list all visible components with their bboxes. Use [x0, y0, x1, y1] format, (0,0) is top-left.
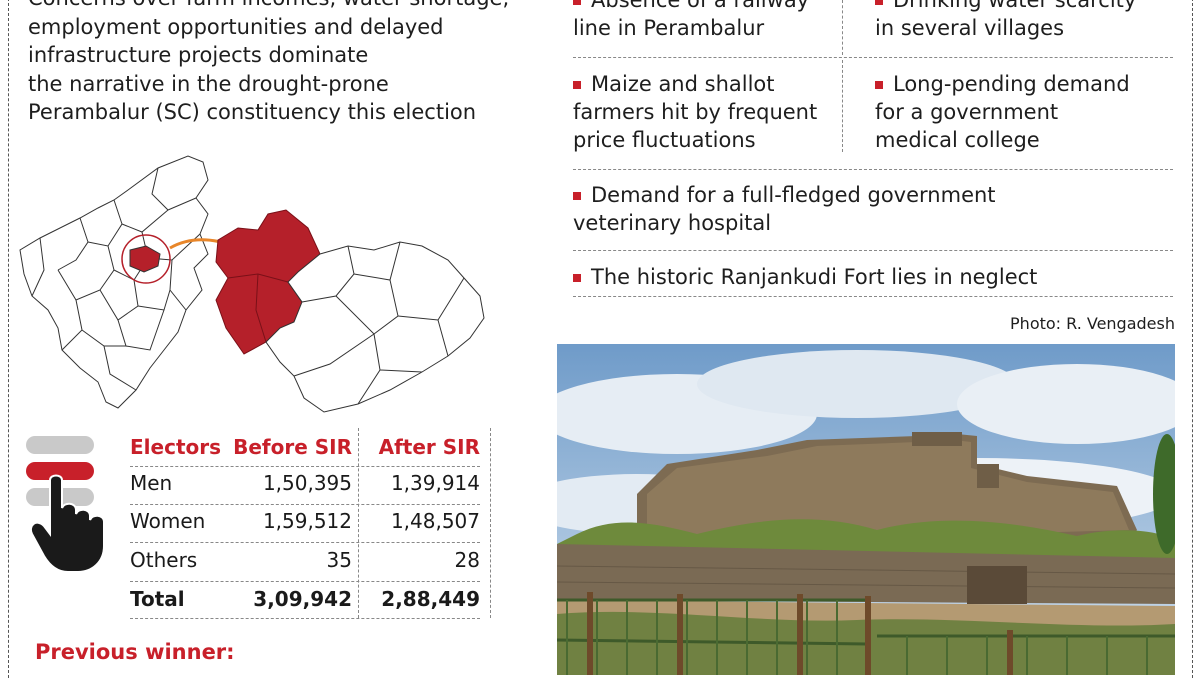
bullet-icon [875, 0, 883, 5]
issue-fort: The historic Ranjankudi Fort lies in neg… [573, 263, 1037, 291]
row-divider [130, 542, 480, 543]
table-row: Men 1,50,395 1,39,914 [130, 464, 480, 502]
row-divider [130, 466, 480, 467]
row-label: Men [130, 471, 173, 495]
row-label: Others [130, 548, 198, 572]
issue-line: for a government [875, 100, 1059, 124]
row-divider [130, 618, 480, 619]
right-border [1192, 0, 1193, 678]
divider [573, 296, 1173, 297]
issue-medical-college: Long-pending demand for a government medic… [875, 70, 1130, 154]
issue-line: Absence of a railway [573, 0, 809, 14]
header-before-sir: Before SIR [233, 435, 352, 459]
header-electors: Electors [130, 435, 222, 459]
ranjankudi-fort-photo [557, 344, 1175, 675]
issue-farmers: Maize and shallot farmers hit by frequent… [573, 70, 817, 154]
bullet-icon [875, 81, 883, 89]
divider [573, 57, 1173, 58]
row-label: Women [130, 509, 206, 533]
photo-credit: Photo: R. Vengadesh [1010, 314, 1175, 333]
issue-line: Long-pending demand [875, 70, 1130, 98]
issue-line: veterinary hospital [573, 211, 772, 235]
tamil-nadu-map [19, 155, 485, 413]
issue-line: medical college [875, 128, 1040, 152]
bullet-icon [573, 0, 581, 5]
issue-line: line in Perambalur [573, 16, 765, 40]
after-value: 2,88,449 [381, 587, 480, 611]
ballot-hand-icon [26, 436, 105, 573]
divider [573, 250, 1173, 251]
bullet-icon [573, 81, 581, 89]
neighbouring-districts [265, 241, 485, 413]
issue-water: Drinking water scarcity in several villag… [875, 0, 1136, 42]
after-value: 28 [454, 548, 480, 572]
left-border [8, 0, 9, 678]
issue-line: Maize and shallot [573, 70, 817, 98]
issue-line: price fluctuations [573, 128, 756, 152]
intro-line: the narrative in the drought-prone [28, 71, 389, 96]
before-value: 35 [326, 548, 352, 572]
before-value: 1,59,512 [262, 509, 352, 533]
bullet-icon [573, 192, 581, 200]
before-value: 1,50,395 [262, 471, 352, 495]
divider [842, 0, 843, 55]
bullet-icon [573, 274, 581, 282]
column-divider [358, 428, 359, 618]
intro-line: Concerns over farm incomes, water shorta… [28, 0, 509, 13]
issue-line: The historic Ranjankudi Fort lies in neg… [573, 263, 1037, 291]
intro-line: employment opportunities and delayed [28, 14, 444, 39]
intro-line: infrastructure projects dominate [28, 43, 369, 67]
row-label: Total [130, 587, 185, 611]
table-row: Others 35 28 [130, 541, 480, 579]
table-total-row: Total 3,09,942 2,88,449 [130, 580, 480, 618]
after-value: 1,48,507 [390, 509, 480, 533]
previous-winner-label: Previous winner: [35, 640, 235, 664]
location-circle [121, 234, 171, 284]
column-divider [490, 428, 491, 618]
table-row: Women 1,59,512 1,48,507 [130, 502, 480, 540]
issue-line: Drinking water scarcity [875, 0, 1136, 14]
perambalur-small-highlight [129, 245, 161, 273]
issue-line: farmers hit by frequent [573, 100, 818, 124]
row-divider [130, 581, 480, 582]
issue-line: Demand for a full-fledged government [573, 181, 996, 209]
issue-line: in several villages [875, 16, 1065, 40]
intro-line: Perambalur (SC) constituency this electi… [28, 100, 477, 124]
divider [842, 60, 843, 152]
issue-railway: Absence of a railway line in Perambalur [573, 0, 809, 42]
before-value: 3,09,942 [253, 587, 352, 611]
after-value: 1,39,914 [390, 471, 480, 495]
issue-veterinary: Demand for a full-fledged government vete… [573, 181, 996, 237]
table-header-row: Electors Before SIR After SIR [130, 428, 480, 466]
row-divider [130, 504, 480, 505]
divider [573, 169, 1173, 170]
intro-paragraph: Concerns over farm incomes, water shorta… [28, 0, 509, 127]
header-after-sir: After SIR [378, 435, 480, 459]
